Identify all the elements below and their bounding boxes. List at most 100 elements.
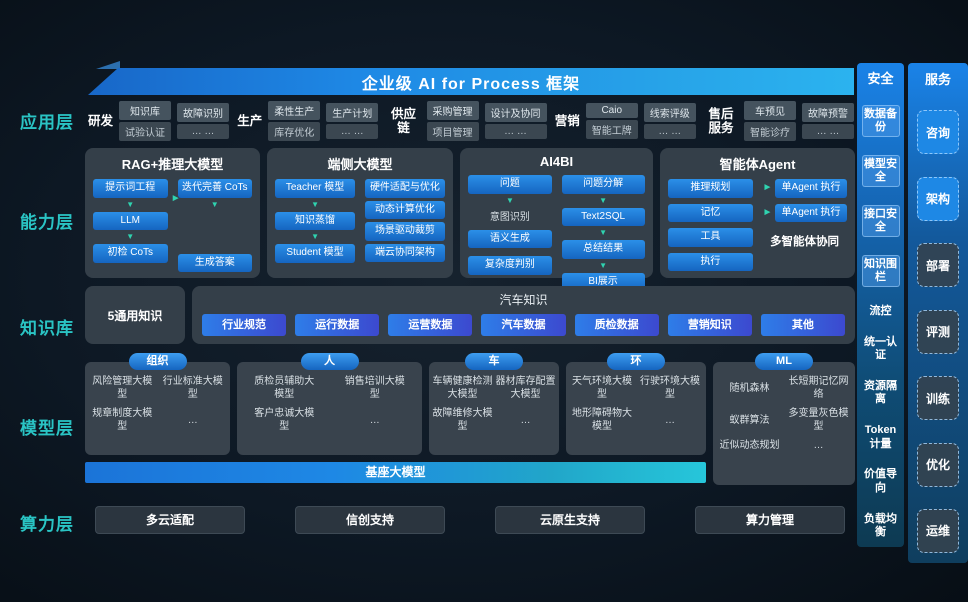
cap-left-column: 推理规划 记忆 工具 执行	[668, 179, 753, 272]
app-chip: 故障识别	[177, 103, 230, 122]
flow-chip: 提示词工程	[93, 179, 168, 198]
app-chip-column: 车预见 智能诊疗	[743, 101, 796, 141]
app-chip: 车预见	[743, 101, 796, 120]
cap-box-title: RAG+推理大模型	[121, 157, 224, 172]
model-item: 器材库存配置大模型	[495, 376, 556, 400]
app-chip: 线索评级	[643, 103, 696, 122]
cap-box-title: AI4BI	[539, 154, 574, 169]
layer-label-application: 应用层	[20, 113, 74, 132]
flow-chip: 端云协同架构	[365, 243, 445, 262]
cap-box-ai4bi: AI4BI 问题 意图识别 语义生成 复杂度判别 问题分解 Text2SQL 总…	[460, 148, 653, 291]
app-chip-column: 线索评级 … …	[643, 103, 696, 139]
layer-label-compute: 算力层	[20, 515, 74, 534]
arrow-right-icon	[763, 208, 773, 218]
service-item: 运维	[917, 508, 959, 553]
knowledge-chip: 营销知识	[667, 314, 752, 336]
app-chip-column: 采购管理 项目管理	[426, 101, 479, 141]
app-group-rd: 研发 知识库 试验认证 故障识别 … …	[88, 101, 230, 141]
app-chip: … …	[643, 124, 696, 139]
model-item: 行业标准大模型	[162, 376, 223, 400]
application-layer-row: 研发 知识库 试验认证 故障识别 … … 生产 柔性生产 库存优化 生产计划 ……	[88, 98, 854, 144]
app-chip-column: 柔性生产 库存优化	[268, 101, 321, 141]
arrow-down-icon	[562, 229, 645, 237]
arrow-right-icon	[171, 194, 181, 204]
cap-box-body: 提示词工程 LLM 初检 CoTs 迭代完善 CoTs 生成答案	[93, 179, 252, 272]
service-item: 优化	[917, 442, 959, 487]
app-chip: 智能诊疗	[743, 122, 796, 141]
model-group-vehicle: 车 车辆健康检测大模型 器材库存配置大模型 故障维修大模型 …	[429, 353, 559, 455]
app-chip: 采购管理	[426, 101, 479, 120]
cap-box-title: 智能体Agent	[719, 157, 796, 172]
model-item: 规章制度大模型	[92, 408, 153, 432]
model-item: …	[813, 440, 824, 451]
framework-banner: 企业级 AI for Process 框架	[88, 68, 854, 95]
arrow-down-icon	[562, 262, 645, 270]
security-item: 知识围栏	[861, 255, 900, 288]
agent-exec-row: 单Agent 执行	[763, 203, 847, 222]
flow-chip: Teacher 模型	[275, 179, 355, 198]
model-item: 故障维修大模型	[432, 408, 493, 432]
cap-box-body: 问题 意图识别 语义生成 复杂度判别 问题分解 Text2SQL 总结结果 BI…	[468, 175, 645, 291]
service-panel-title: 服务	[924, 72, 951, 87]
cap-right-column: 单Agent 执行 单Agent 执行 多智能体协同	[763, 179, 847, 272]
cap-left-column: 问题 意图识别 语义生成 复杂度判别	[468, 175, 552, 291]
model-item-grid: 随机森林 长短期记忆网络 蚁群算法 多变量灰色模型 近似动态规划 …	[716, 375, 852, 452]
model-group-environment: 环 天气环境大模型 行驶环境大模型 地形障碍物大模型 …	[566, 353, 706, 455]
model-item: 近似动态规划	[719, 440, 780, 451]
app-group-label: 供应链	[390, 106, 416, 135]
cap-box-agent: 智能体Agent 推理规划 记忆 工具 执行 单Agent 执行 单Agent …	[660, 148, 855, 278]
flow-chip: 工具	[668, 228, 753, 247]
app-group-label: 营销	[554, 113, 580, 128]
app-chip-column: 设计及协同 … …	[484, 103, 547, 139]
banner-fold	[96, 61, 120, 69]
cap-right-column: 硬件适配与优化 动态计算优化 场景驱动裁剪 端云协同架构	[365, 179, 445, 272]
model-item: 多变量灰色模型	[788, 408, 849, 432]
security-item: 负载均衡	[864, 512, 897, 538]
auto-knowledge-title: 汽车知识	[499, 293, 548, 307]
flow-chip: 单Agent 执行	[775, 203, 847, 222]
security-item: Token计量	[864, 424, 897, 450]
app-group-marketing: 营销 Caio 智能工牌 线索评级 … …	[555, 103, 696, 139]
security-item: 数据备份	[861, 104, 900, 138]
app-group-label: 生产	[237, 113, 263, 128]
model-group-person: 人 质检员辅助大模型 销售培训大模型 客户忠诚大模型 …	[237, 353, 422, 455]
model-item: 质检员辅助大模型	[254, 376, 315, 400]
cap-right-column: 迭代完善 CoTs 生成答案	[177, 179, 252, 272]
security-item: 价值导向	[864, 468, 897, 494]
app-chip-column: Caio 智能工牌	[585, 103, 638, 139]
app-group-production: 生产 柔性生产 库存优化 生产计划 … …	[237, 101, 379, 141]
model-group-pill: 环	[607, 353, 665, 370]
app-chip: 柔性生产	[268, 101, 321, 120]
cap-box-body: Teacher 模型 知识蒸馏 Student 模型 硬件适配与优化 动态计算优…	[275, 179, 445, 272]
arrow-down-icon	[468, 197, 551, 205]
app-chip: … …	[177, 124, 230, 139]
security-panel-title: 安全	[867, 71, 894, 86]
model-group-pill: 组织	[128, 353, 187, 370]
foundation-model-bar: 基座大模型	[85, 462, 706, 483]
model-item: …	[520, 414, 531, 426]
cap-box-edge-model: 端侧大模型 Teacher 模型 知识蒸馏 Student 模型 硬件适配与优化…	[267, 148, 453, 278]
model-item: …	[369, 414, 380, 426]
compute-item: 算力管理	[695, 506, 845, 534]
knowledge-chip: 运营数据	[388, 314, 473, 336]
model-item: 地形障碍物大模型	[572, 408, 632, 432]
general-knowledge-box: 5通用知识	[85, 286, 185, 344]
layer-label-knowledge: 知识库	[20, 319, 74, 338]
model-item-grid: 天气环境大模型 行驶环境大模型 地形障碍物大模型 …	[569, 375, 703, 433]
flow-chip: 问题分解	[561, 175, 645, 194]
model-item: …	[187, 414, 198, 426]
flow-chip: Student 模型	[275, 244, 355, 263]
security-item: 接口安全	[861, 204, 900, 238]
service-panel: 服务 咨询 架构 部署 评测 训练 优化 运维	[908, 63, 968, 563]
flow-chip: 总结结果	[561, 240, 645, 259]
flow-chip: 推理规划	[668, 179, 753, 198]
cap-box-title: 端侧大模型	[327, 157, 393, 172]
model-item: 随机森林	[729, 382, 770, 394]
model-item: 车辆健康检测大模型	[432, 376, 493, 400]
model-group-pill: 人	[300, 353, 359, 370]
model-item: 长短期记忆网络	[788, 376, 849, 400]
app-chip: 设计及协同	[484, 103, 547, 122]
model-group-ml: ML 随机森林 长短期记忆网络 蚁群算法 多变量灰色模型 近似动态规划 …	[713, 353, 855, 485]
layer-label-model: 模型层	[20, 419, 74, 438]
app-chip: … …	[326, 124, 379, 139]
